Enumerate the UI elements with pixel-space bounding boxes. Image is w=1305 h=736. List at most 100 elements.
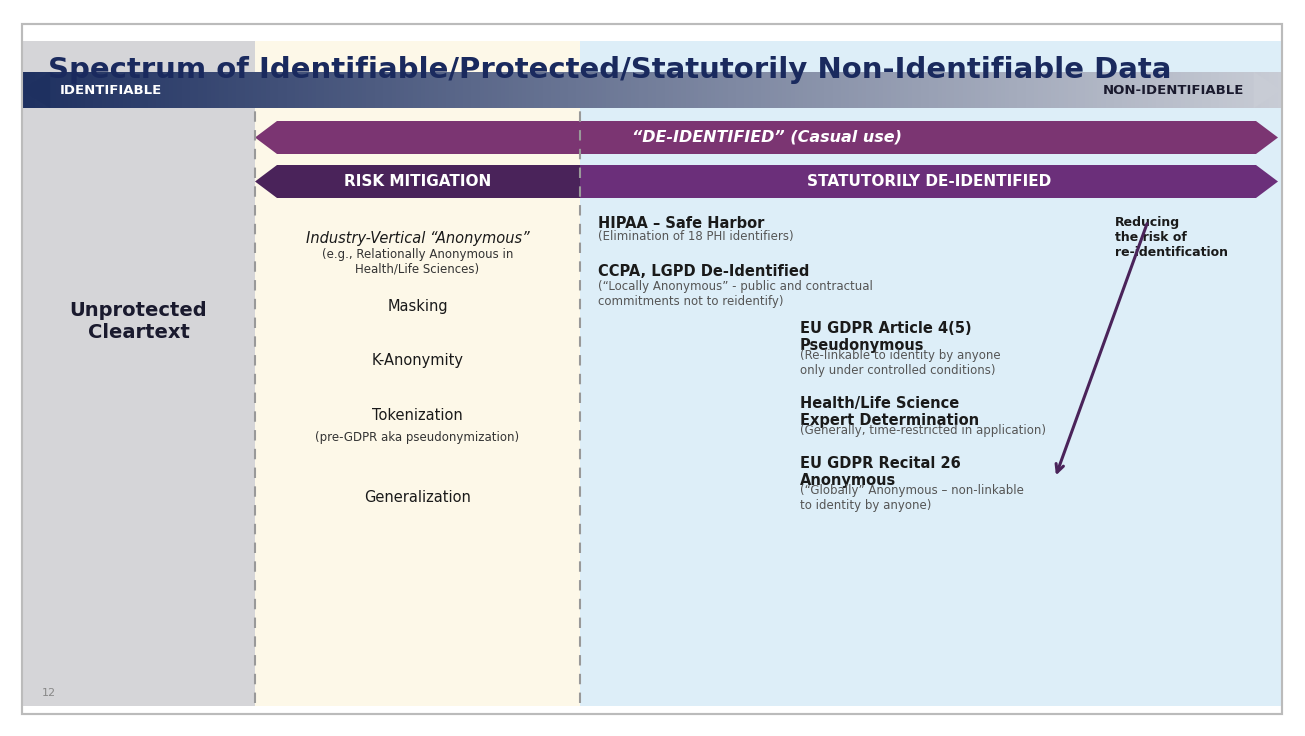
Text: Industry-Vertical “Anonymous”: Industry-Vertical “Anonymous” bbox=[305, 230, 530, 246]
Bar bbox=[367, 72, 371, 108]
Bar bbox=[1253, 72, 1257, 108]
Text: (Elimination of 18 PHI identifiers): (Elimination of 18 PHI identifiers) bbox=[598, 230, 793, 243]
Text: 12: 12 bbox=[42, 688, 56, 698]
Bar bbox=[228, 72, 232, 108]
Text: Unprotected
Cleartext: Unprotected Cleartext bbox=[69, 300, 207, 342]
Text: Reducing
the risk of
re-identification: Reducing the risk of re-identification bbox=[1114, 216, 1228, 259]
Bar bbox=[277, 165, 579, 198]
Bar bbox=[1060, 72, 1064, 108]
Bar bbox=[127, 72, 132, 108]
Bar bbox=[1001, 72, 1005, 108]
Bar bbox=[43, 72, 48, 108]
Bar bbox=[963, 72, 967, 108]
Bar bbox=[1211, 72, 1215, 108]
Bar bbox=[181, 72, 187, 108]
Bar bbox=[77, 72, 81, 108]
Text: Tokenization: Tokenization bbox=[372, 408, 463, 423]
Bar bbox=[706, 72, 711, 108]
Bar bbox=[626, 72, 632, 108]
Bar bbox=[959, 72, 963, 108]
Bar bbox=[64, 72, 69, 108]
Bar bbox=[539, 72, 543, 108]
Bar bbox=[1185, 72, 1190, 108]
Bar bbox=[35, 72, 39, 108]
Bar bbox=[778, 72, 783, 108]
Bar bbox=[606, 72, 611, 108]
Bar bbox=[215, 72, 221, 108]
Bar bbox=[1240, 72, 1245, 108]
Bar bbox=[535, 72, 539, 108]
Bar bbox=[579, 41, 1282, 706]
Bar bbox=[1088, 72, 1094, 108]
Bar bbox=[1181, 72, 1186, 108]
Bar bbox=[799, 72, 804, 108]
Bar bbox=[816, 72, 821, 108]
Bar bbox=[509, 72, 514, 108]
Bar bbox=[341, 72, 346, 108]
Bar bbox=[467, 72, 472, 108]
Text: HIPAA – Safe Harbor: HIPAA – Safe Harbor bbox=[598, 216, 765, 231]
Bar bbox=[463, 72, 467, 108]
Bar bbox=[857, 72, 863, 108]
Bar bbox=[837, 72, 842, 108]
Bar bbox=[320, 72, 325, 108]
Bar bbox=[723, 72, 728, 108]
Bar bbox=[916, 72, 921, 108]
Bar bbox=[887, 72, 891, 108]
Bar bbox=[925, 72, 929, 108]
Bar bbox=[946, 72, 951, 108]
Bar bbox=[1056, 72, 1060, 108]
Bar bbox=[174, 72, 177, 108]
Bar bbox=[384, 72, 388, 108]
Bar bbox=[497, 72, 501, 108]
Bar bbox=[22, 41, 254, 706]
Bar bbox=[753, 72, 757, 108]
Bar bbox=[60, 72, 64, 108]
Bar bbox=[971, 72, 976, 108]
Bar bbox=[375, 72, 380, 108]
Bar bbox=[278, 72, 283, 108]
Bar bbox=[1105, 72, 1111, 108]
Bar bbox=[619, 72, 622, 108]
Bar bbox=[1071, 72, 1077, 108]
Bar bbox=[371, 72, 376, 108]
Bar bbox=[652, 72, 656, 108]
Bar bbox=[1131, 72, 1135, 108]
Polygon shape bbox=[254, 165, 277, 198]
Bar bbox=[274, 72, 279, 108]
Bar bbox=[673, 72, 677, 108]
Bar bbox=[194, 72, 198, 108]
Bar bbox=[992, 72, 997, 108]
Bar bbox=[147, 72, 153, 108]
Bar bbox=[589, 72, 594, 108]
Bar bbox=[782, 72, 787, 108]
Bar bbox=[1051, 72, 1056, 108]
Bar bbox=[891, 72, 897, 108]
Bar bbox=[219, 72, 224, 108]
Bar bbox=[1005, 72, 1010, 108]
Bar bbox=[316, 72, 321, 108]
Bar bbox=[988, 72, 993, 108]
Text: Masking: Masking bbox=[388, 299, 448, 314]
Text: K-Anonymity: K-Anonymity bbox=[372, 353, 463, 369]
Bar bbox=[346, 72, 350, 108]
Bar bbox=[1118, 72, 1122, 108]
Bar bbox=[1013, 72, 1018, 108]
Bar bbox=[450, 72, 455, 108]
Bar bbox=[1084, 72, 1090, 108]
Bar bbox=[812, 72, 817, 108]
Bar bbox=[980, 72, 984, 108]
Bar bbox=[157, 72, 161, 108]
Bar bbox=[480, 72, 484, 108]
Bar bbox=[1249, 72, 1253, 108]
Bar bbox=[405, 72, 408, 108]
Bar bbox=[572, 72, 577, 108]
Bar bbox=[1274, 72, 1279, 108]
Bar bbox=[30, 72, 35, 108]
Text: CCPA, LGPD De-Identified: CCPA, LGPD De-Identified bbox=[598, 264, 809, 279]
Bar bbox=[579, 165, 1255, 198]
Bar bbox=[632, 72, 636, 108]
Bar bbox=[719, 72, 724, 108]
Bar bbox=[308, 72, 312, 108]
Bar bbox=[136, 72, 140, 108]
